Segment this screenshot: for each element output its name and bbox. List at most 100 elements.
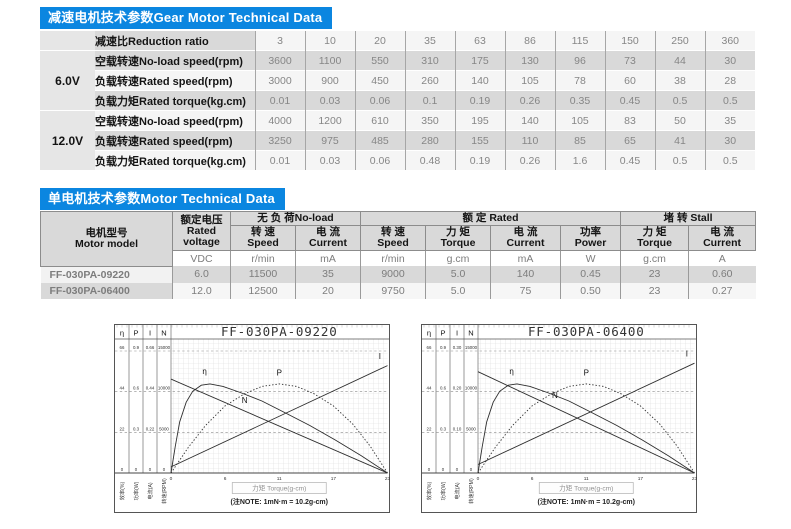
axis-unit-label: 电流(A) (453, 482, 461, 500)
parameter-value: 0.5 (704, 150, 755, 170)
curve-label-I: I (379, 352, 381, 361)
parameter-value: 105 (504, 70, 555, 91)
x-label-box (538, 482, 634, 494)
spec-value: 0.50 (560, 282, 621, 299)
parameter-value: 0.03 (304, 90, 355, 111)
table-row: 12.0V 空载转速No-load speed(rpm) 4000 1200 610 35… (40, 110, 755, 170)
plot-area (171, 339, 388, 473)
unit-cell: mA (490, 250, 561, 266)
spec-value: 0.60 (688, 266, 756, 283)
ratio-value: 250 (654, 30, 705, 51)
spec-value: 35 (294, 266, 361, 283)
x-tick: 17 (638, 476, 644, 482)
x-axis-label: 力矩 Torque(g-cm) (252, 484, 306, 493)
voltage-group-label: 6.0V (40, 50, 95, 111)
axis-unit-label: 效率(%) (118, 482, 126, 501)
condition-group-header: 额 定 Rated (360, 211, 622, 226)
axis-tick: 0.9 (440, 345, 447, 350)
curve-label-N: N (552, 391, 558, 400)
parameter-value: 0.01 (254, 150, 305, 170)
performance-chart-ff-030pa-09220: η 66 44 22 0 效率(%) P 0.9 0.6 0.3 0 功率(W) I 0.66 0.44 0.… (113, 323, 391, 514)
axis-tick: 0.3 (133, 426, 140, 431)
parameter-value: 280 (404, 130, 455, 151)
parameter-value: 28 (704, 70, 755, 91)
axis-symbol: I (456, 329, 458, 338)
parameter-value: 0.48 (404, 150, 455, 170)
ratio-value: 20 (354, 30, 405, 51)
measure-header: 转 速 Speed (230, 225, 296, 251)
measure-header: 电 流 Current (490, 225, 562, 251)
spec-value: 9000 (360, 266, 426, 283)
parameter-value: 0.19 (454, 150, 505, 170)
axis-unit-label: 转速(RPM) (160, 478, 168, 504)
x-tick: 11 (277, 476, 282, 482)
spec-value: 23 (620, 282, 689, 299)
axis-tick: 66 (120, 345, 125, 350)
parameter-value: 3600 (254, 50, 305, 71)
chart-note: (注NOTE: 1mN·m = 10.2g-cm) (231, 497, 328, 506)
axis-tick: 44 (120, 386, 125, 391)
curve-η (477, 383, 695, 474)
axis-tick: 10000 (158, 386, 171, 391)
condition-group-header: 堵 转 Stall (620, 211, 757, 226)
curve-label-η: η (509, 367, 513, 376)
measure-header: 电 流 Current (688, 225, 757, 251)
measure-header: 力 矩 Torque (620, 225, 690, 251)
parameter-value: 0.26 (504, 90, 555, 111)
x-tick: 23 (385, 476, 391, 482)
unit-cell: W (560, 250, 621, 266)
spec-value: 75 (490, 282, 561, 299)
voltage-group-label: 12.0V (40, 110, 95, 170)
motor-technical-table: 电机型号 Motor model 额定电压 Rated voltage 无 负 荷No-l… (40, 211, 757, 299)
parameter-value: 0.06 (354, 150, 405, 170)
parameter-value: 73 (604, 50, 655, 71)
parameter-value: 0.5 (704, 90, 755, 111)
axis-tick: 0 (442, 467, 445, 472)
parameter-value: 0.03 (304, 150, 355, 170)
reduction-ratio-label: 减速比Reduction ratio (95, 30, 255, 51)
chart-title: FF-030PA-09220 (221, 324, 338, 339)
axis-unit-label: 效率(%) (425, 482, 433, 501)
axis-symbol: P (133, 329, 138, 338)
axis-symbol: N (468, 329, 473, 338)
curve-N (170, 378, 388, 474)
curve-I (477, 362, 695, 465)
curve-label-P: P (277, 368, 282, 377)
spec-value: 140 (490, 266, 561, 283)
x-label-box (231, 482, 327, 494)
motor-table-title: 单电机技术参数Motor Technical Data (40, 188, 285, 210)
motor-data-row: FF-030PA-09220 6.0 11500 35 9000 5.0 140 0.45 23… (40, 266, 756, 283)
parameter-value: 50 (654, 110, 705, 131)
spec-value: 0.45 (560, 266, 621, 283)
parameter-value: 975 (304, 130, 355, 151)
measure-header: 力 矩 Torque (425, 225, 492, 251)
chart-border (421, 324, 697, 513)
chart-title: FF-030PA-06400 (528, 324, 645, 339)
chart-note: (注NOTE: 1mN·m = 10.2g-cm) (538, 497, 635, 506)
axis-tick: 0.9 (133, 345, 140, 350)
axis-tick: 0.6 (133, 386, 140, 391)
x-tick: 23 (692, 476, 698, 482)
curve-η (170, 383, 388, 474)
parameter-value: 3250 (254, 130, 305, 151)
axis-tick: 0 (149, 467, 152, 472)
parameter-value: 30 (704, 130, 755, 151)
parameter-value: 550 (354, 50, 405, 71)
ratio-value: 35 (404, 30, 455, 51)
curve-label-I: I (686, 349, 688, 358)
unit-cell: mA (294, 250, 361, 266)
parameter-value: 96 (554, 50, 605, 71)
axis-tick: 0 (456, 467, 459, 472)
axis-tick: 0 (163, 467, 166, 472)
measure-header: 电 流 Current (294, 225, 362, 251)
parameter-value: 485 (354, 130, 405, 151)
curve-N (477, 371, 695, 474)
curve-label-η: η (202, 367, 206, 376)
axis-symbol: P (440, 329, 445, 338)
x-tick: 11 (584, 476, 589, 482)
rated-voltage-header: 额定电压 Rated voltage (172, 211, 231, 251)
parameter-value: 44 (654, 50, 705, 71)
spec-value: 5.0 (425, 282, 491, 299)
parameter-label: 空载转速No-load speed(rpm) (95, 50, 255, 71)
parameter-value: 83 (604, 110, 655, 131)
